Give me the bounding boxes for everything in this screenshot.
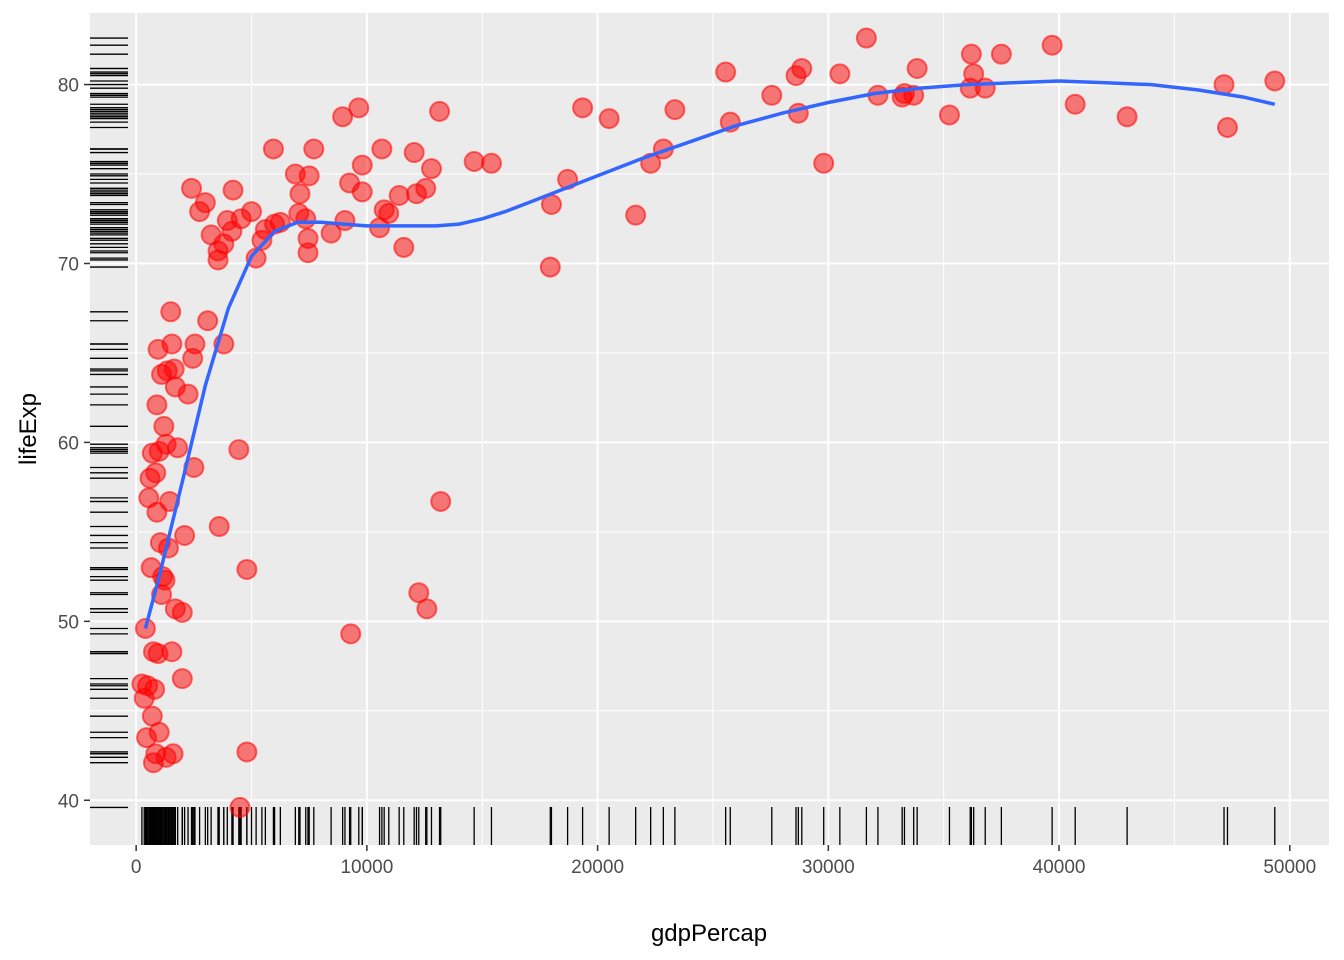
data-point xyxy=(297,242,319,264)
data-point xyxy=(197,310,219,332)
data-point xyxy=(938,104,960,126)
data-point xyxy=(572,97,594,119)
data-point xyxy=(171,668,193,690)
data-point xyxy=(715,61,737,83)
data-point xyxy=(208,516,230,538)
data-point xyxy=(463,151,485,173)
data-point xyxy=(388,185,410,207)
data-point xyxy=(146,394,168,416)
data-point xyxy=(539,256,561,278)
data-point xyxy=(829,63,851,85)
data-point xyxy=(171,601,193,623)
minor-gridlines xyxy=(90,13,1329,845)
data-point xyxy=(334,210,356,232)
x-axis: 0 10000 20000 30000 40000 50000 xyxy=(131,845,1316,878)
data-point xyxy=(351,154,373,176)
data-point xyxy=(161,333,183,355)
data-points xyxy=(131,27,1286,818)
data-point xyxy=(664,99,686,121)
data-point xyxy=(303,138,325,160)
data-point xyxy=(162,743,184,765)
data-point xyxy=(990,43,1012,65)
x-tick-label: 40000 xyxy=(1033,857,1086,878)
data-point xyxy=(222,179,244,201)
data-point xyxy=(430,490,452,512)
data-point xyxy=(420,158,442,180)
data-point xyxy=(167,437,189,459)
x-tick-label: 20000 xyxy=(571,857,624,878)
x-tick-label: 50000 xyxy=(1263,857,1316,878)
data-point xyxy=(1041,34,1063,56)
data-point xyxy=(289,183,311,205)
y-tick-label: 40 xyxy=(58,791,79,812)
data-point xyxy=(241,201,263,223)
y-rug xyxy=(90,37,128,809)
data-point xyxy=(295,208,317,230)
x-axis-title: gdpPercap xyxy=(651,920,767,947)
data-point xyxy=(332,106,354,128)
data-point xyxy=(340,623,362,645)
data-point xyxy=(229,796,251,818)
data-point xyxy=(298,165,320,187)
x-tick-label: 30000 xyxy=(802,857,855,878)
data-point xyxy=(1264,70,1286,92)
x-rug xyxy=(141,807,1276,845)
data-point xyxy=(145,462,167,484)
x-tick-label: 10000 xyxy=(340,857,393,878)
data-point xyxy=(161,641,183,663)
data-point xyxy=(906,57,928,79)
data-point xyxy=(148,721,170,743)
data-point xyxy=(348,97,370,119)
data-point xyxy=(174,524,196,546)
data-point xyxy=(160,301,182,323)
data-point xyxy=(403,142,425,164)
y-axis: 40 50 60 70 80 xyxy=(58,76,90,812)
data-point xyxy=(429,100,451,122)
data-point xyxy=(163,358,185,380)
data-point xyxy=(1216,117,1238,139)
data-point xyxy=(416,598,438,620)
data-point xyxy=(236,558,258,580)
smooth-trend-line xyxy=(143,79,1276,629)
data-point xyxy=(371,138,393,160)
y-axis-title: lifeExp xyxy=(15,393,42,465)
data-point xyxy=(184,333,206,355)
x-tick-label: 0 xyxy=(131,857,142,878)
data-point xyxy=(813,152,835,174)
data-point xyxy=(791,57,813,79)
data-point xyxy=(153,415,175,437)
plot-panel xyxy=(90,13,1329,845)
data-point xyxy=(761,84,783,106)
data-point xyxy=(144,678,166,700)
data-point xyxy=(194,192,216,214)
data-point xyxy=(393,236,415,258)
data-point xyxy=(351,181,373,203)
data-point xyxy=(177,383,199,405)
data-point xyxy=(598,108,620,130)
data-point xyxy=(228,439,250,461)
data-point xyxy=(181,177,203,199)
data-point xyxy=(625,204,647,226)
y-tick-label: 70 xyxy=(58,254,79,275)
data-point xyxy=(236,741,258,763)
y-tick-label: 80 xyxy=(58,76,79,97)
data-point xyxy=(1116,106,1138,128)
data-point xyxy=(134,618,156,640)
data-point xyxy=(262,138,284,160)
data-point xyxy=(480,152,502,174)
data-point xyxy=(974,77,996,99)
y-tick-label: 60 xyxy=(58,433,79,454)
data-point xyxy=(378,202,400,224)
data-point xyxy=(1213,74,1235,96)
y-tick-label: 50 xyxy=(58,612,79,633)
data-point xyxy=(1064,93,1086,115)
major-gridlines xyxy=(90,13,1329,845)
data-point xyxy=(415,177,437,199)
data-point xyxy=(855,27,877,49)
data-point xyxy=(960,43,982,65)
